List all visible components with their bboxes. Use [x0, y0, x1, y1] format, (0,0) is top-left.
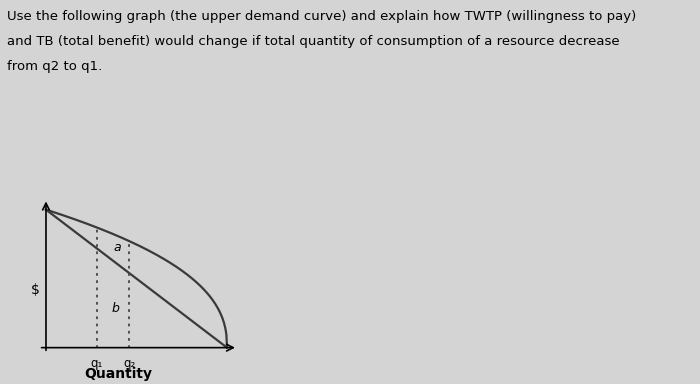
- Text: from q2 to q1.: from q2 to q1.: [7, 60, 102, 73]
- Text: and TB (total benefit) would change if total quantity of consumption of a resour: and TB (total benefit) would change if t…: [7, 35, 620, 48]
- Text: q₁: q₁: [90, 357, 103, 370]
- Text: b: b: [112, 302, 120, 315]
- Text: Use the following graph (the upper demand curve) and explain how TWTP (willingne: Use the following graph (the upper deman…: [7, 10, 636, 23]
- Text: $: $: [31, 283, 40, 297]
- Text: Quantity: Quantity: [85, 367, 153, 381]
- Text: q₂: q₂: [123, 357, 135, 370]
- Text: a: a: [113, 241, 121, 254]
